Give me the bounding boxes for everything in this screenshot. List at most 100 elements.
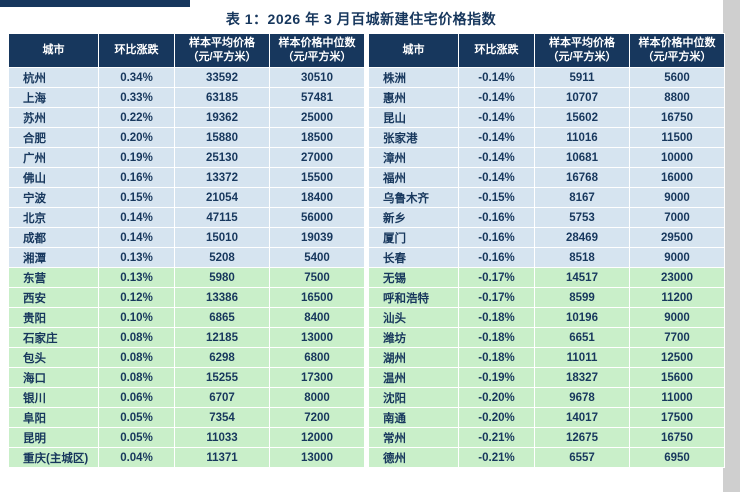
change-cell: 0.33% xyxy=(98,87,175,108)
avg-price-cell: 8518 xyxy=(534,247,630,268)
change-cell: -0.14% xyxy=(458,147,535,168)
median-price-cell: 7500 xyxy=(269,267,365,288)
change-cell: -0.14% xyxy=(458,67,535,88)
avg-price-cell: 63185 xyxy=(174,87,270,108)
change-cell: -0.18% xyxy=(458,307,535,328)
header-avg-price: 样本平均价格 （元/平方米） xyxy=(534,33,630,68)
city-cell: 海口 xyxy=(8,367,99,388)
avg-price-cell: 8167 xyxy=(534,187,630,208)
avg-price-cell: 9678 xyxy=(534,387,630,408)
median-price-cell: 19039 xyxy=(269,227,365,248)
avg-price-cell: 5911 xyxy=(534,67,630,88)
table-row: 昆明 0.05% 11033 12000 xyxy=(8,427,365,448)
avg-price-cell: 6707 xyxy=(174,387,270,408)
change-cell: 0.10% xyxy=(98,307,175,328)
table-row: 北京 0.14% 47115 56000 xyxy=(8,207,365,228)
avg-price-cell: 18327 xyxy=(534,367,630,388)
avg-price-cell: 15602 xyxy=(534,107,630,128)
city-cell: 德州 xyxy=(368,447,459,468)
city-cell: 上海 xyxy=(8,87,99,108)
avg-price-cell: 16768 xyxy=(534,167,630,188)
city-cell: 贵阳 xyxy=(8,307,99,328)
city-cell: 张家港 xyxy=(368,127,459,148)
header-avg-price: 样本平均价格 （元/平方米） xyxy=(174,33,270,68)
median-price-cell: 23000 xyxy=(629,267,725,288)
avg-price-cell: 12185 xyxy=(174,327,270,348)
avg-price-cell: 6298 xyxy=(174,347,270,368)
city-cell: 宁波 xyxy=(8,187,99,208)
median-price-cell: 8400 xyxy=(269,307,365,328)
city-cell: 北京 xyxy=(8,207,99,228)
avg-price-cell: 6557 xyxy=(534,447,630,468)
avg-price-cell: 14517 xyxy=(534,267,630,288)
median-price-cell: 9000 xyxy=(629,247,725,268)
table-row: 海口 0.08% 15255 17300 xyxy=(8,367,365,388)
avg-price-cell: 13372 xyxy=(174,167,270,188)
table-row: 沈阳 -0.20% 9678 11000 xyxy=(368,387,725,408)
city-cell: 呼和浩特 xyxy=(368,287,459,308)
change-cell: -0.21% xyxy=(458,447,535,468)
city-cell: 昆明 xyxy=(8,427,99,448)
median-price-cell: 17300 xyxy=(269,367,365,388)
change-cell: -0.20% xyxy=(458,387,535,408)
change-cell: -0.17% xyxy=(458,267,535,288)
city-cell: 南通 xyxy=(368,407,459,428)
city-cell: 重庆(主城区) xyxy=(8,447,99,468)
city-cell: 漳州 xyxy=(368,147,459,168)
city-cell: 成都 xyxy=(8,227,99,248)
median-price-cell: 6800 xyxy=(269,347,365,368)
change-cell: -0.18% xyxy=(458,327,535,348)
change-cell: -0.16% xyxy=(458,207,535,228)
avg-price-cell: 10681 xyxy=(534,147,630,168)
table-row: 银川 0.06% 6707 8000 xyxy=(8,387,365,408)
table-row: 湘潭 0.13% 5208 5400 xyxy=(8,247,365,268)
city-cell: 石家庄 xyxy=(8,327,99,348)
table-row: 乌鲁木齐 -0.15% 8167 9000 xyxy=(368,187,725,208)
avg-price-cell: 11016 xyxy=(534,127,630,148)
table-row: 温州 -0.19% 18327 15600 xyxy=(368,367,725,388)
change-cell: 0.06% xyxy=(98,387,175,408)
change-cell: -0.14% xyxy=(458,167,535,188)
table-row: 潍坊 -0.18% 6651 7700 xyxy=(368,327,725,348)
median-price-cell: 16750 xyxy=(629,107,725,128)
avg-price-cell: 25130 xyxy=(174,147,270,168)
change-cell: -0.16% xyxy=(458,247,535,268)
city-cell: 汕头 xyxy=(368,307,459,328)
median-price-cell: 12500 xyxy=(629,347,725,368)
header-city: 城市 xyxy=(8,33,99,68)
price-table-rising: 城市 环比涨跌 样本平均价格 （元/平方米） 样本价格中位数 （元/平方米） 杭… xyxy=(8,33,365,468)
table-row: 广州 0.19% 25130 27000 xyxy=(8,147,365,168)
median-price-cell: 57481 xyxy=(269,87,365,108)
median-price-cell: 30510 xyxy=(269,67,365,88)
avg-price-cell: 15880 xyxy=(174,127,270,148)
table-row: 苏州 0.22% 19362 25000 xyxy=(8,107,365,128)
price-table-falling: 城市 环比涨跌 样本平均价格 （元/平方米） 样本价格中位数 （元/平方米） 株… xyxy=(368,33,725,468)
median-price-cell: 13000 xyxy=(269,327,365,348)
median-price-cell: 27000 xyxy=(269,147,365,168)
city-cell: 昆山 xyxy=(368,107,459,128)
table-row: 西安 0.12% 13386 16500 xyxy=(8,287,365,308)
avg-price-cell: 33592 xyxy=(174,67,270,88)
table-row: 汕头 -0.18% 10196 9000 xyxy=(368,307,725,328)
city-cell: 长春 xyxy=(368,247,459,268)
avg-price-cell: 14017 xyxy=(534,407,630,428)
avg-price-cell: 11011 xyxy=(534,347,630,368)
table-row: 合肥 0.20% 15880 18500 xyxy=(8,127,365,148)
median-price-cell: 11500 xyxy=(629,127,725,148)
change-cell: 0.19% xyxy=(98,147,175,168)
table-row: 东营 0.13% 5980 7500 xyxy=(8,267,365,288)
change-cell: -0.14% xyxy=(458,87,535,108)
avg-price-cell: 5753 xyxy=(534,207,630,228)
change-cell: -0.16% xyxy=(458,227,535,248)
table-row: 昆山 -0.14% 15602 16750 xyxy=(368,107,725,128)
city-cell: 株洲 xyxy=(368,67,459,88)
table-row: 佛山 0.16% 13372 15500 xyxy=(8,167,365,188)
change-cell: 0.20% xyxy=(98,127,175,148)
header-median-price: 样本价格中位数 （元/平方米） xyxy=(269,33,365,68)
city-cell: 银川 xyxy=(8,387,99,408)
median-price-cell: 8000 xyxy=(269,387,365,408)
avg-price-cell: 13386 xyxy=(174,287,270,308)
median-price-cell: 16500 xyxy=(269,287,365,308)
change-cell: -0.17% xyxy=(458,287,535,308)
